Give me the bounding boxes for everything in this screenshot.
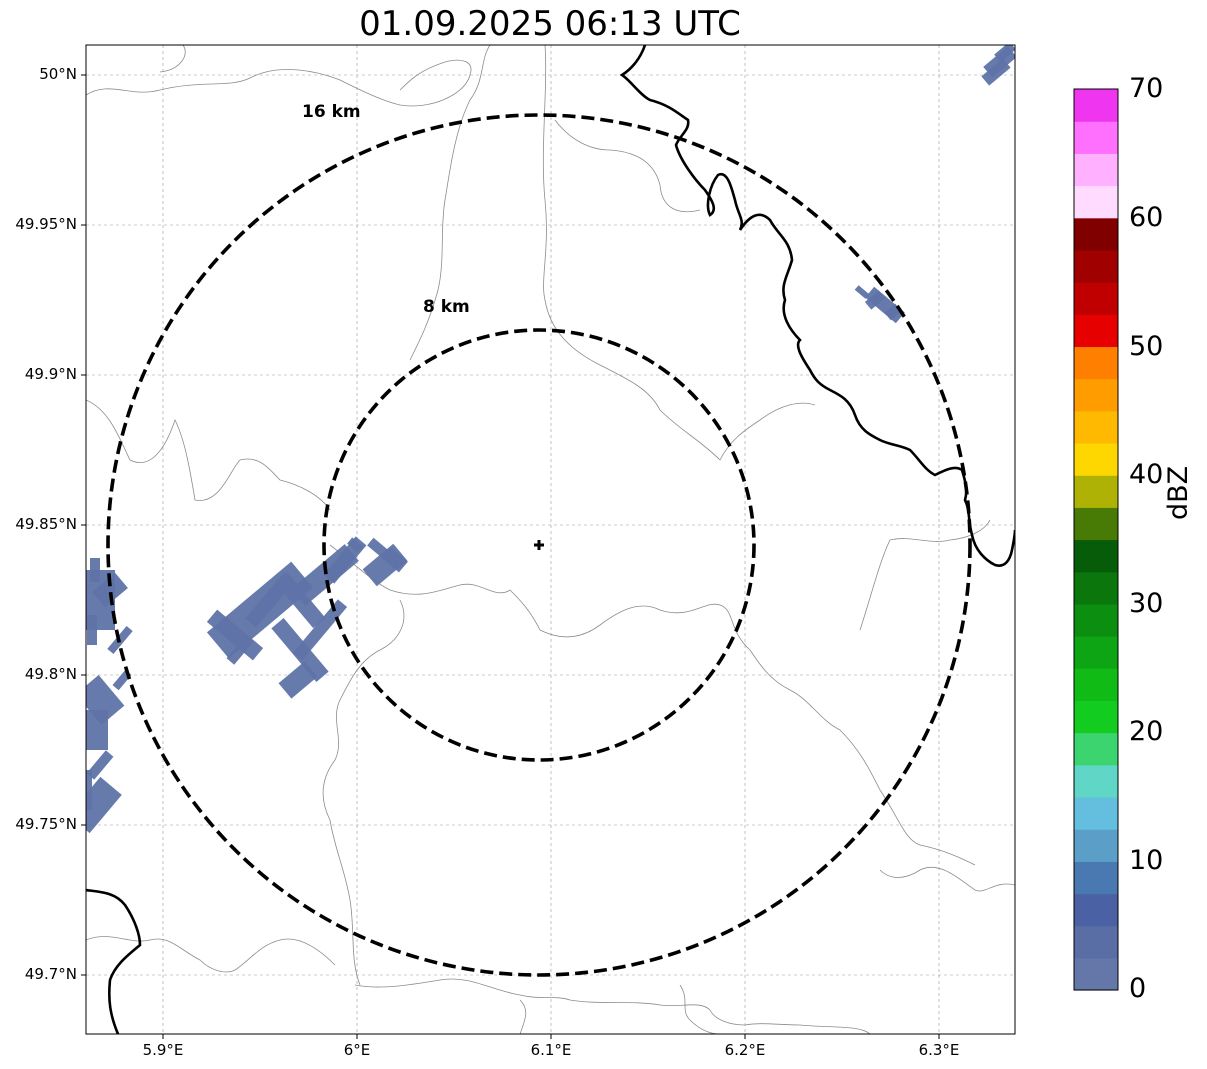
radar-echo <box>86 776 122 834</box>
colorbar-frame <box>1073 88 1119 991</box>
colorbar-segment <box>1074 668 1118 701</box>
radar-echo <box>994 45 1015 63</box>
lat-label-49-75: 49.75°N <box>15 815 77 833</box>
chart-title: 01.09.2025 06:13 UTC <box>359 4 741 44</box>
radar-echo <box>278 661 318 699</box>
radar-echo <box>92 572 128 608</box>
colorbar-segment <box>1074 732 1118 766</box>
colorbar-segment <box>1074 314 1118 348</box>
ring-label-8km: 8 km <box>423 297 470 317</box>
grid-lines <box>86 45 1015 1034</box>
radar-echo <box>86 675 125 725</box>
radar-echo <box>87 615 97 645</box>
colorbar-segment <box>1074 796 1118 830</box>
colorbar-tick-7: 0 <box>1129 973 1147 1004</box>
colorbar-segment <box>1074 153 1118 187</box>
colorbar-segment <box>1074 893 1118 927</box>
colorbar-segment <box>1074 346 1118 380</box>
colorbar-title: dBZ <box>1163 465 1194 520</box>
radar-site-marker <box>534 540 544 550</box>
colorbar-segment <box>1074 442 1118 476</box>
colorbar-tick-1: 60 <box>1129 202 1164 233</box>
lat-label-49-85: 49.85°N <box>15 515 77 533</box>
radar-echo <box>292 599 348 661</box>
radar-echo <box>86 770 92 810</box>
radar-echo <box>86 710 108 750</box>
lat-label-49-8: 49.8°N <box>24 665 77 683</box>
radar-echo <box>854 285 870 299</box>
range-ring-8km <box>322 328 756 762</box>
colorbar-segment <box>1074 636 1118 669</box>
radar-echo <box>864 290 886 310</box>
range-ring-16km <box>106 113 972 977</box>
colorbar-tick-5: 20 <box>1129 716 1164 747</box>
radar-echo <box>86 750 114 780</box>
admin-boundaries <box>86 45 1015 1034</box>
radar-echo <box>367 537 389 559</box>
colorbar-segment <box>1074 282 1118 315</box>
colorbar-tick-4: 30 <box>1129 588 1164 619</box>
radar-echo <box>245 572 295 628</box>
colorbar-segment <box>1074 89 1118 122</box>
lat-label-49-95: 49.95°N <box>15 215 77 233</box>
colorbar-segment <box>1074 764 1118 798</box>
lon-label-6-1: 6.1°E <box>530 1041 572 1059</box>
radar-echo <box>347 537 363 553</box>
colorbar-segment <box>1074 957 1118 991</box>
radar-echo <box>90 558 100 582</box>
colorbar-segment <box>1074 121 1118 154</box>
lat-label-49-7: 49.7°N <box>24 965 77 983</box>
colorbar-segment <box>1074 249 1118 283</box>
radar-echoes <box>86 45 1015 834</box>
colorbar-segment <box>1074 217 1118 251</box>
radar-echo <box>226 635 254 665</box>
lon-label-6-2: 6.2°E <box>724 1041 766 1059</box>
colorbar-segment <box>1074 378 1118 412</box>
radar-echo <box>382 547 408 573</box>
colorbar-segment <box>1074 410 1118 444</box>
colorbar-segment <box>1074 603 1118 637</box>
colorbar-segment <box>1074 507 1118 541</box>
colorbar-tick-3: 40 <box>1129 459 1164 490</box>
colorbar-segment <box>1074 925 1118 959</box>
lon-label-6-3: 6.3°E <box>918 1041 960 1059</box>
colorbar <box>1074 89 1118 991</box>
lat-label-50: 50°N <box>39 65 77 83</box>
radar-echo <box>206 609 264 661</box>
colorbar-segment <box>1074 539 1118 573</box>
lon-label-5-9: 5.9°E <box>142 1041 184 1059</box>
range-rings <box>106 113 972 977</box>
colorbar-segment <box>1074 185 1118 219</box>
colorbar-segment <box>1074 861 1118 895</box>
colorbar-segment <box>1074 571 1118 605</box>
colorbar-tick-0: 70 <box>1129 73 1164 104</box>
colorbar-segment <box>1074 475 1118 508</box>
lat-label-49-9: 49.9°N <box>24 365 77 383</box>
map-frame <box>85 44 1016 1035</box>
colorbar-segment <box>1074 829 1118 862</box>
colorbar-tick-6: 10 <box>1129 845 1164 876</box>
colorbar-segment <box>1074 700 1118 734</box>
lon-label-6: 6°E <box>343 1041 371 1059</box>
radar-echo <box>981 58 1011 86</box>
ring-label-16km: 16 km <box>302 102 361 122</box>
national-borders <box>86 45 1015 1034</box>
colorbar-tick-2: 50 <box>1129 331 1164 362</box>
axis-ticks <box>81 74 940 1039</box>
